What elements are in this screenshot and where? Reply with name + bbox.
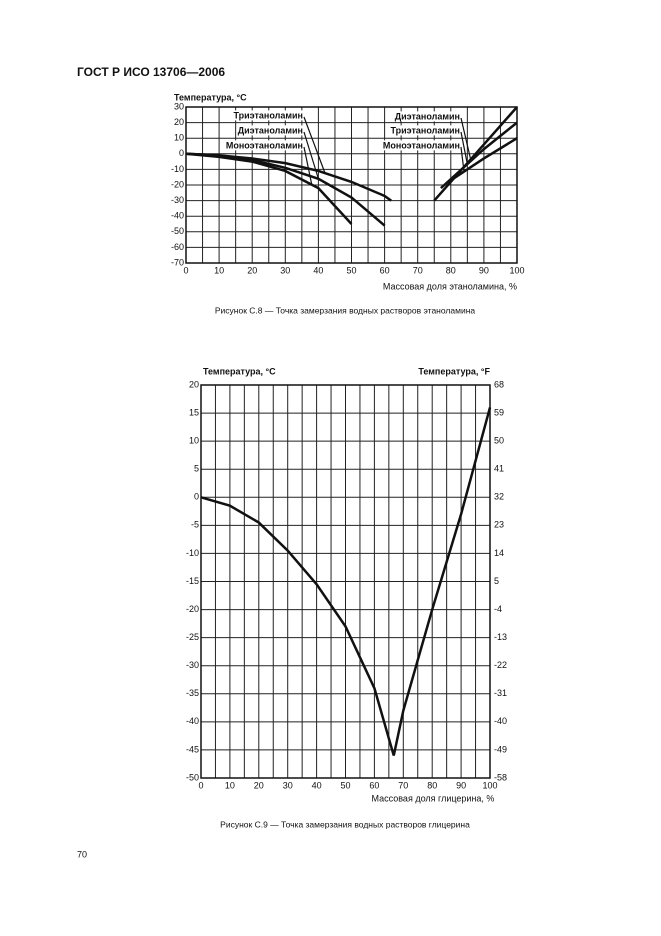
series-line (185, 137, 518, 225)
label-background (232, 110, 304, 121)
series-label: Диэтаноламин (395, 111, 460, 121)
y-tick-label: 20 (189, 379, 199, 389)
y2-tick-label: -49 (494, 744, 507, 754)
y-tick-label: -10 (186, 548, 199, 558)
series-label: Диэтаноламин (238, 125, 303, 135)
x-tick-label: 30 (283, 780, 293, 790)
y-tick-label: -35 (186, 688, 199, 698)
series-label: Моноэтаноламин (226, 140, 303, 150)
x-tick-label: 0 (183, 265, 188, 275)
leader-line (303, 146, 313, 185)
leader-line (303, 116, 326, 174)
x-tick-label: 40 (312, 780, 322, 790)
x-tick-label: 70 (398, 780, 408, 790)
figure-caption: Рисунок С.8 — Точка замерзания водных ра… (215, 305, 476, 315)
leader-line (460, 117, 472, 160)
y-tick-label: -60 (171, 242, 184, 252)
y2-tick-label: 5 (494, 576, 499, 586)
x-tick-label: 80 (427, 780, 437, 790)
x-tick-label: 60 (369, 780, 379, 790)
y2-axis-label: Температура, °F (418, 366, 490, 376)
x-tick-label: 10 (214, 265, 224, 275)
y2-tick-label: 14 (494, 548, 504, 558)
y2-tick-label: 41 (494, 464, 504, 474)
header: ГОСТ Р ИСО 13706—2006 (77, 65, 225, 79)
x-tick-label: 80 (446, 265, 456, 275)
y-tick-label: -30 (171, 195, 184, 205)
y-tick-label: -50 (186, 772, 199, 782)
y-tick-label: -30 (186, 660, 199, 670)
y-tick-label: 20 (174, 117, 184, 127)
y-tick-label: -15 (186, 576, 199, 586)
series-line (200, 407, 492, 756)
y2-tick-label: -40 (494, 716, 507, 726)
y-tick-label: -70 (171, 257, 184, 267)
y2-tick-label: 59 (494, 407, 504, 417)
x-tick-label: 30 (280, 265, 290, 275)
figure-caption: Рисунок С.9 — Точка замерзания водных ра… (220, 819, 470, 829)
x-tick-label: 100 (482, 780, 497, 790)
x-tick-label: 90 (479, 265, 489, 275)
x-tick-label: 50 (346, 265, 356, 275)
series-label: Триэтаноламин (390, 125, 460, 135)
y-tick-label: -40 (171, 211, 184, 221)
y-tick-label: -20 (186, 604, 199, 614)
y-tick-label: -20 (171, 179, 184, 189)
x-tick-label: 70 (413, 265, 423, 275)
series-line (185, 121, 518, 202)
x-tick-label: 40 (313, 265, 323, 275)
label-background (236, 125, 304, 136)
y-tick-label: -45 (186, 744, 199, 754)
y-tick-label: 10 (174, 133, 184, 143)
y-tick-label: 0 (194, 492, 199, 502)
y-tick-label: 10 (189, 436, 199, 446)
y-tick-label: -40 (186, 716, 199, 726)
y2-tick-label: -4 (494, 604, 502, 614)
label-background (224, 140, 304, 151)
x-tick-label: 50 (340, 780, 350, 790)
y2-tick-label: -58 (494, 772, 507, 782)
y-tick-label: 30 (174, 101, 184, 111)
x-tick-label: 0 (198, 780, 203, 790)
y-tick-label: -50 (171, 226, 184, 236)
page-number: 70 (77, 849, 87, 859)
y-tick-label: 5 (194, 464, 199, 474)
x-tick-label: 10 (225, 780, 235, 790)
plot-frame (200, 384, 491, 779)
y-axis-label: Температура, °С (174, 92, 247, 102)
x-tick-label: 100 (509, 265, 524, 275)
x-tick-label: 60 (380, 265, 390, 275)
x-axis-label: Массовая доля этаноламина, % (383, 281, 517, 291)
series-label: Моноэтаноламин (383, 140, 460, 150)
series-label: Триэтаноламин (233, 110, 303, 120)
x-tick-label: 20 (247, 265, 257, 275)
y2-tick-label: 23 (494, 520, 504, 530)
y-tick-label: -25 (186, 632, 199, 642)
label-background (389, 125, 461, 136)
y-tick-label: 0 (179, 148, 184, 158)
y2-tick-label: 32 (494, 492, 504, 502)
y-axis-label: Температура, °С (203, 366, 276, 376)
x-tick-label: 90 (456, 780, 466, 790)
y2-tick-label: -22 (494, 660, 507, 670)
y2-tick-label: -31 (494, 688, 507, 698)
y-tick-label: 15 (189, 407, 199, 417)
y-tick-label: -10 (171, 164, 184, 174)
y2-tick-label: -13 (494, 632, 507, 642)
y2-tick-label: 50 (494, 436, 504, 446)
plot-frame (185, 106, 518, 264)
x-tick-label: 20 (254, 780, 264, 790)
y2-tick-label: 68 (494, 379, 504, 389)
x-axis-label: Массовая доля глицерина, % (372, 793, 495, 803)
label-background (393, 111, 461, 122)
leader-line (460, 131, 468, 165)
y-tick-label: -5 (191, 520, 199, 530)
label-background (381, 140, 461, 151)
